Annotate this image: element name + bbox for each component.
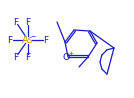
Text: O: O [62,53,70,62]
Text: F: F [13,18,19,26]
Text: F: F [8,35,13,44]
Text: +: + [68,50,74,55]
Text: F: F [43,35,49,44]
Text: As: As [22,35,34,45]
Text: F: F [25,53,31,62]
Text: F: F [25,18,31,26]
Text: F: F [13,53,19,62]
Text: −: − [30,34,36,39]
